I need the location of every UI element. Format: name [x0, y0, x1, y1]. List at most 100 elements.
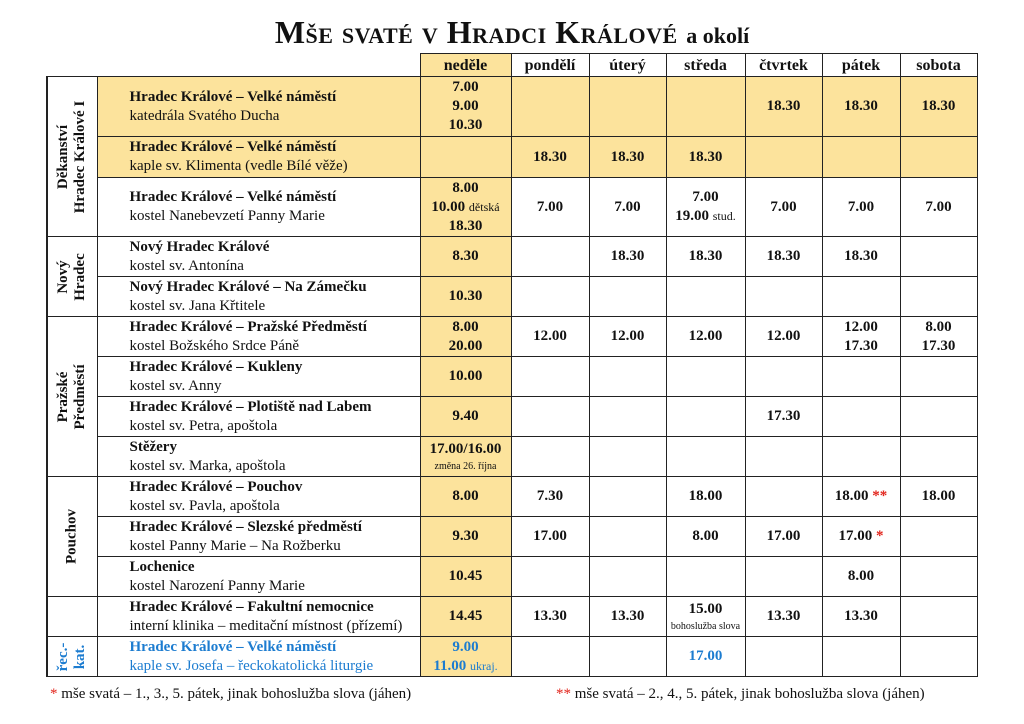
mass-time: 12.00 — [844, 318, 878, 335]
place-cell: Nový Hradec Králové kostel sv. Antonína — [96, 236, 421, 277]
time-cell-středa: 18.30 — [665, 136, 746, 178]
time-line: 13.30 — [746, 607, 822, 626]
time-line: 8.00 — [901, 318, 977, 337]
time-cell-sobota — [899, 276, 978, 317]
time-cell-pátek — [821, 636, 901, 677]
mass-time: 13.30 — [766, 608, 801, 624]
time-line: 7.00 — [667, 188, 745, 207]
time-line: 18.30 — [667, 247, 745, 266]
time-line: 13.30 — [823, 607, 900, 626]
time-cell-pátek: 12.00 17.30 — [821, 316, 901, 357]
time-line: 20.00 — [421, 337, 511, 356]
time-note: bohoslužba slova — [670, 621, 741, 632]
footnote-mark: * — [50, 686, 58, 702]
time-cell-čtvrtek — [744, 476, 823, 517]
time-cell-neděle: 10.00 — [419, 356, 512, 397]
mass-time: 18.30 — [844, 248, 878, 264]
mass-time: 17.00 — [838, 528, 873, 544]
time-cell-úterý — [588, 436, 667, 477]
table-row: Pražské Předměstí Hradec Králové – Pražské… — [46, 316, 978, 477]
time-cell-pátek — [821, 276, 901, 317]
time-cell-pátek: 7.00 — [821, 177, 901, 237]
time-line: 18.30 — [746, 97, 822, 116]
time-line: 19.00 stud. — [667, 207, 745, 226]
time-cell-pondělí: 12.00 — [510, 316, 590, 357]
time-note: stud. — [712, 209, 736, 223]
mass-time: 18.30 — [766, 248, 801, 264]
time-cell-pondělí — [510, 556, 590, 597]
mass-time: 8.00 — [692, 528, 719, 544]
mass-time: 7.00 — [452, 79, 479, 95]
time-cell-neděle: 7.00 9.00 10.30 — [419, 76, 512, 137]
time-line: 9.40 — [421, 407, 511, 426]
time-cell-pondělí — [510, 396, 590, 437]
group-label-line: Pražské — [55, 371, 72, 422]
time-line: bohoslužba slova — [667, 619, 745, 633]
mass-time: 19.00 — [675, 208, 709, 224]
mass-time: 18.30 — [688, 148, 723, 165]
time-cell-středa — [665, 276, 746, 317]
time-cell-úterý — [588, 556, 667, 597]
mass-time: 18.00 — [834, 488, 869, 504]
time-cell-pondělí — [510, 276, 590, 317]
time-cell-pondělí: 18.30 — [510, 136, 590, 178]
table-row: Hradec Králové – Velké náměstí kaple sv. … — [47, 136, 978, 178]
time-line: 17.00 — [512, 527, 589, 546]
time-cell-sobota — [899, 396, 978, 437]
footnote-1: * mše svatá – 1., 3., 5. pátek, jinak bo… — [50, 686, 411, 703]
mass-schedule-table: neděle pondělí úterý středa čtvrtek pátek sobo… — [46, 53, 978, 677]
time-line: 7.00 — [590, 198, 666, 217]
time-cell-čtvrtek: 18.30 — [744, 236, 823, 277]
time-line: 18.00 — [667, 487, 745, 506]
place-name: Nový Hradec Králové — [129, 238, 270, 255]
time-cell-sobota: 8.00 17.30 — [899, 316, 978, 357]
time-cell-neděle: 8.00 20.00 — [419, 316, 512, 357]
mass-time: 12.00 — [533, 328, 567, 344]
church-name: kostel Narození Panny Marie — [129, 577, 305, 594]
place-cell: Hradec Králové – Pražské Předměstí kostel… — [96, 316, 421, 357]
group-label: Děkanství Hradec Králové I — [46, 76, 98, 237]
mass-time: 10.30 — [448, 288, 483, 304]
footnote-mark: ** — [872, 488, 888, 504]
time-cell-středa: 7.00 19.00 stud. — [665, 177, 746, 237]
mass-time: 9.30 — [452, 528, 479, 544]
time-cell-sobota — [899, 236, 978, 277]
place-name: Hradec Králové – Velké náměstí — [129, 88, 337, 105]
church-name: kostel Božského Srdce Páně — [129, 337, 300, 354]
time-cell-úterý: 7.00 — [588, 177, 667, 237]
mass-time: 13.30 — [610, 608, 645, 624]
table-row: Hradec Králové – Slezské předměstí kostel… — [47, 516, 978, 557]
time-cell-úterý — [588, 396, 667, 437]
footnote-mark: * — [876, 528, 884, 544]
group-label-line: Hradec — [72, 252, 89, 301]
time-cell-pátek: 13.30 — [821, 596, 901, 637]
time-cell-čtvrtek: 7.00 — [744, 177, 823, 237]
mass-time: 12.00 — [766, 328, 801, 344]
header-row: neděle pondělí úterý středa čtvrtek pátek sobo… — [47, 53, 978, 77]
mass-time: 10.00 — [448, 368, 483, 384]
place-name: Hradec Králové – Pouchov — [129, 478, 303, 495]
time-line: 18.30 — [590, 148, 666, 167]
time-line: 7.00 — [901, 198, 977, 217]
mass-time: 10.45 — [448, 568, 483, 584]
church-name: kostel Panny Marie – Na Rožberku — [129, 537, 341, 554]
header-blank — [47, 53, 421, 77]
time-line: 17.00 * — [823, 527, 900, 546]
footnote-text: mše svatá – 1., 3., 5. pátek, jinak boho… — [61, 686, 412, 702]
time-line: 13.30 — [590, 607, 666, 626]
place-name: Hradec Králové – Velké náměstí — [129, 638, 337, 655]
time-cell-sobota — [899, 596, 978, 637]
place-cell: Stěžery kostel sv. Marka, apoštola — [96, 436, 421, 477]
table-row: Lochenice kostel Narození Panny Marie 10.4… — [47, 556, 978, 597]
title-main: Mše svaté v Hradci Králové — [274, 14, 678, 50]
mass-time: 18.30 — [610, 248, 645, 264]
time-cell-pondělí — [510, 356, 590, 397]
time-line: 8.00 — [667, 527, 745, 546]
time-line: 15.00 — [667, 600, 745, 619]
time-line: 13.30 — [512, 607, 589, 626]
time-cell-sobota — [899, 516, 978, 557]
time-cell-čtvrtek: 17.30 — [744, 396, 823, 437]
time-cell-středa: 8.00 — [665, 516, 746, 557]
time-line: 18.30 — [421, 217, 511, 236]
mass-time: 8.00 — [452, 318, 479, 335]
